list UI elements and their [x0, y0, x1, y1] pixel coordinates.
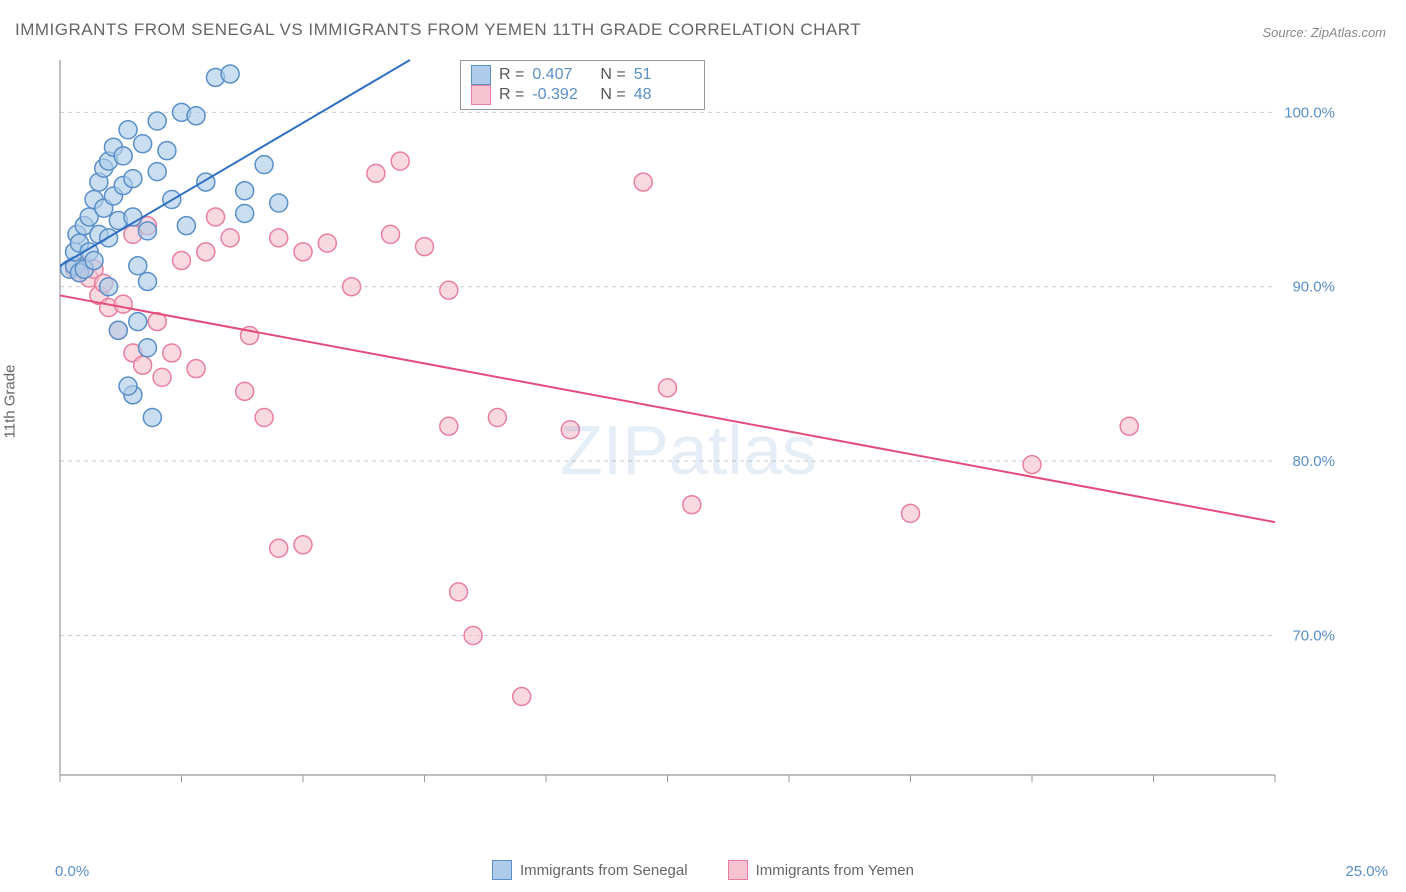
n-label: N = — [600, 86, 625, 104]
legend-label-yemen: Immigrants from Yemen — [756, 862, 914, 879]
svg-text:70.0%: 70.0% — [1292, 627, 1335, 644]
scatter-chart: 70.0% 80.0% 90.0% 100.0% — [55, 55, 1385, 845]
legend-label-senegal: Immigrants from Senegal — [520, 862, 688, 879]
legend-row-senegal: R = 0.407 N = 51 — [471, 65, 694, 85]
chart-title: IMMIGRANTS FROM SENEGAL VS IMMIGRANTS FR… — [15, 20, 861, 40]
legend-item-senegal: Immigrants from Senegal — [492, 860, 688, 880]
svg-text:100.0%: 100.0% — [1284, 104, 1335, 121]
series-legend: Immigrants from Senegal Immigrants from … — [0, 860, 1406, 880]
r-label: R = — [499, 86, 524, 104]
svg-text:90.0%: 90.0% — [1292, 279, 1335, 296]
r-value-yemen: -0.392 — [532, 86, 592, 104]
swatch-senegal — [471, 65, 491, 85]
r-label: R = — [499, 66, 524, 84]
swatch-yemen — [471, 85, 491, 105]
legend-row-yemen: R = -0.392 N = 48 — [471, 85, 694, 105]
r-value-senegal: 0.407 — [532, 66, 592, 84]
source-attribution: Source: ZipAtlas.com — [1262, 25, 1386, 40]
n-value-senegal: 51 — [634, 66, 694, 84]
legend-item-yemen: Immigrants from Yemen — [728, 860, 914, 880]
correlation-legend: R = 0.407 N = 51 R = -0.392 N = 48 — [460, 60, 705, 110]
y-axis-label: 11th Grade — [2, 365, 19, 439]
swatch-senegal — [492, 860, 512, 880]
n-label: N = — [600, 66, 625, 84]
swatch-yemen — [728, 860, 748, 880]
chart-area: 70.0% 80.0% 90.0% 100.0% — [55, 55, 1385, 845]
svg-text:80.0%: 80.0% — [1292, 453, 1335, 470]
n-value-yemen: 48 — [634, 86, 694, 104]
